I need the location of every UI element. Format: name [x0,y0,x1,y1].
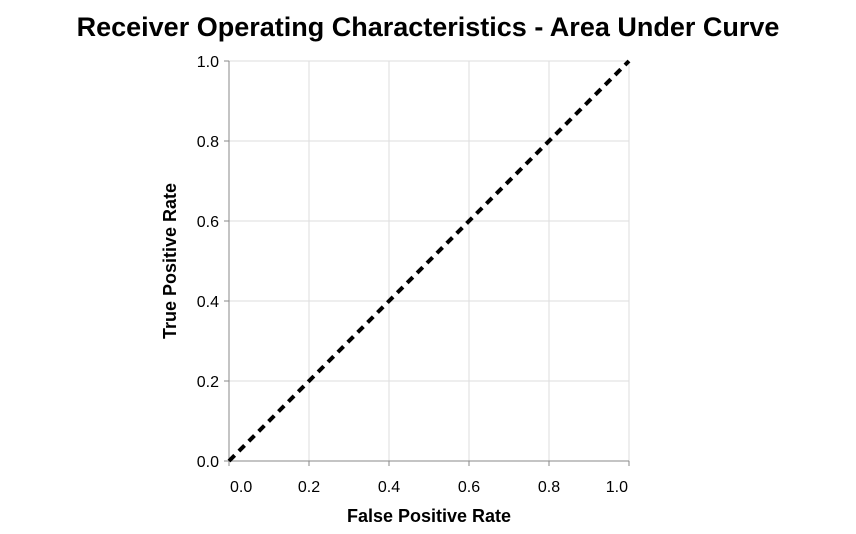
x-tick-label: 1.0 [606,479,628,496]
y-tick-label: 0.2 [197,374,219,391]
series-line-0 [227,59,631,463]
series-layer [227,59,631,463]
x-tick-label: 0.8 [538,479,560,496]
y-tick-label: 0.6 [197,214,219,231]
x-axis-title: False Positive Rate [347,506,511,526]
y-tick-label: 1.0 [197,54,219,71]
x-axis-ticks: 0.0 0.2 0.4 0.6 0.8 1.0 [228,461,630,496]
x-tick-label: 0.2 [298,479,320,496]
y-axis-ticks: 0.0 0.2 0.4 0.6 0.8 1.0 [197,54,229,471]
y-tick-label: 0.4 [197,294,219,311]
y-tick-label: 0.8 [197,134,219,151]
x-tick-label: 0.0 [230,479,252,496]
chart-title: Receiver Operating Characteristics - Are… [77,12,780,42]
axes [228,61,629,462]
x-tick-label: 0.4 [378,479,400,496]
grid [228,60,630,462]
x-tick-label: 0.6 [458,479,480,496]
y-axis-title: True Positive Rate [160,183,180,339]
y-tick-label: 0.0 [197,454,219,471]
